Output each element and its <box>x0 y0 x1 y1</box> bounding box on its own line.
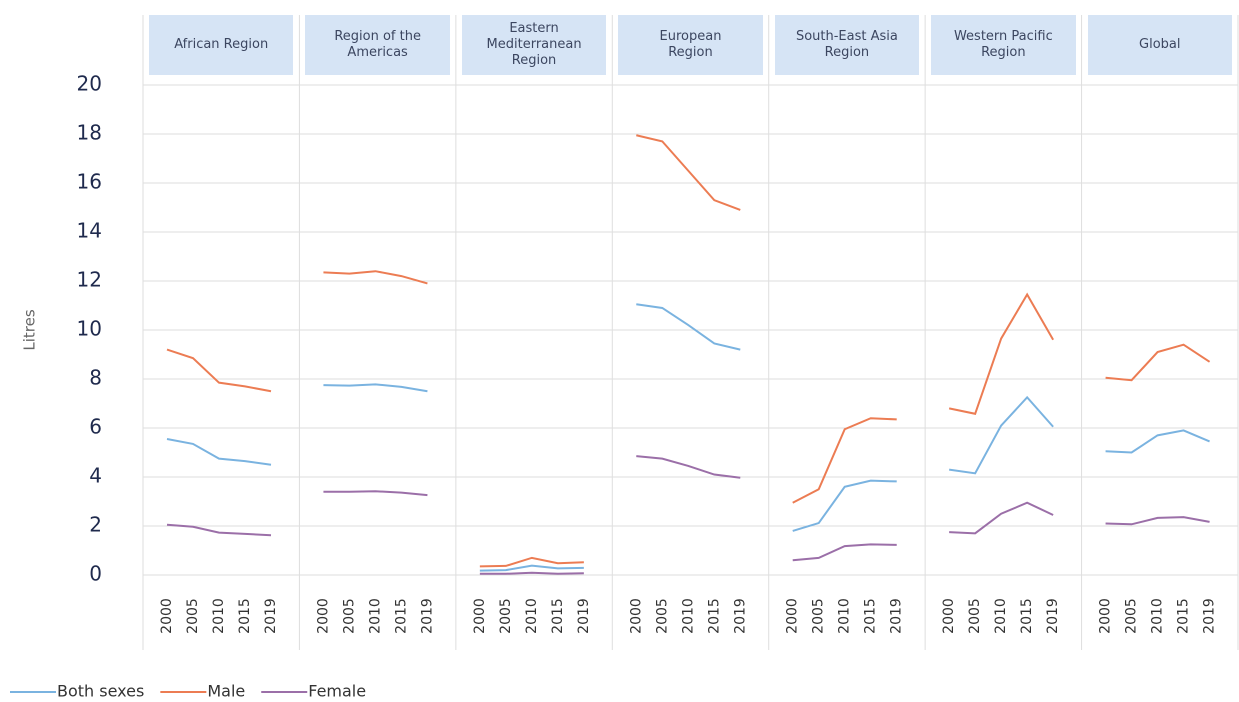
y-tick-label: 0 <box>89 562 102 586</box>
x-tick-label: 2005 <box>811 598 827 634</box>
series-line <box>479 564 584 572</box>
series-line <box>166 348 272 393</box>
x-tick-label: 2015 <box>863 598 879 634</box>
series-line <box>636 303 741 351</box>
series-line <box>949 395 1054 475</box>
x-tick-label: 2010 <box>837 598 853 634</box>
x-tick-label: 2015 <box>237 598 253 634</box>
x-tick-label: 2000 <box>785 598 801 634</box>
x-tick-label: 2019 <box>732 598 748 634</box>
y-tick-label: 4 <box>89 464 102 488</box>
x-tick-label: 2015 <box>393 598 409 634</box>
legend-label: Female <box>308 682 366 701</box>
series-line <box>479 556 584 568</box>
x-tick-label: 2015 <box>1019 598 1035 634</box>
x-tick-label: 2015 <box>550 598 566 634</box>
panel-title: European Region <box>618 15 763 75</box>
panel-title: Eastern Mediterranean Region <box>461 15 607 75</box>
x-tick-label: 2019 <box>576 598 592 634</box>
x-tick-label: 2005 <box>967 598 983 634</box>
y-tick-label: 14 <box>77 219 102 243</box>
x-tick-label: 2000 <box>1098 598 1114 634</box>
y-tick-label: 12 <box>77 268 102 292</box>
x-tick-label: 2019 <box>1045 598 1061 634</box>
x-tick-label: 2000 <box>628 598 644 634</box>
y-tick-label: 10 <box>77 317 102 341</box>
series-line <box>948 292 1055 415</box>
legend-label: Male <box>207 682 245 701</box>
x-tick-label: 2000 <box>472 598 488 634</box>
series-line <box>323 270 428 285</box>
y-tick-label: 16 <box>77 170 102 194</box>
x-tick-label: 2019 <box>419 598 435 634</box>
y-tick-label: 20 <box>77 72 102 96</box>
series-line <box>166 438 272 466</box>
series-line <box>166 523 272 537</box>
series-line <box>479 571 584 575</box>
series-line <box>792 417 897 504</box>
x-tick-label: 2010 <box>367 598 383 634</box>
x-tick-label: 2005 <box>654 598 670 634</box>
x-tick-label: 2000 <box>315 598 331 634</box>
y-tick-label: 8 <box>89 366 102 390</box>
y-tick-label: 6 <box>89 415 102 439</box>
panel-title: Global <box>1087 15 1232 75</box>
panel-title: African Region <box>149 15 294 75</box>
x-tick-label: 2015 <box>706 598 722 634</box>
series-line <box>323 383 428 393</box>
x-tick-label: 2019 <box>1202 598 1218 634</box>
y-axis-label: Litres <box>21 309 39 350</box>
series-line <box>792 543 897 562</box>
x-tick-label: 2010 <box>211 598 227 634</box>
series-line <box>949 501 1054 535</box>
x-tick-label: 2000 <box>941 598 957 634</box>
series-line <box>636 455 741 479</box>
y-tick-label: 18 <box>77 121 102 145</box>
x-tick-label: 2005 <box>1124 598 1140 634</box>
x-tick-label: 2005 <box>498 598 514 634</box>
series-line <box>1105 429 1210 454</box>
x-tick-label: 2019 <box>263 598 279 634</box>
panel-title: Western Pacific Region <box>931 15 1076 75</box>
x-tick-label: 2005 <box>341 598 357 634</box>
series-line <box>323 490 428 497</box>
x-tick-label: 2005 <box>185 598 201 634</box>
x-tick-label: 2010 <box>993 598 1009 634</box>
x-tick-label: 2010 <box>524 598 540 634</box>
x-tick-label: 2019 <box>889 598 905 634</box>
series-line <box>1105 343 1211 382</box>
series-line <box>1105 516 1210 526</box>
panel-title: South-East Asia Region <box>774 15 920 75</box>
x-tick-label: 2015 <box>1176 598 1192 634</box>
panel-title: Region of the Americas <box>305 15 450 75</box>
x-tick-label: 2010 <box>680 598 696 634</box>
x-tick-label: 2010 <box>1150 598 1166 634</box>
legend-label: Both sexes <box>57 682 144 701</box>
series-line <box>792 479 897 532</box>
series-line <box>636 134 741 211</box>
y-tick-label: 2 <box>89 513 102 537</box>
x-tick-label: 2000 <box>159 598 175 634</box>
